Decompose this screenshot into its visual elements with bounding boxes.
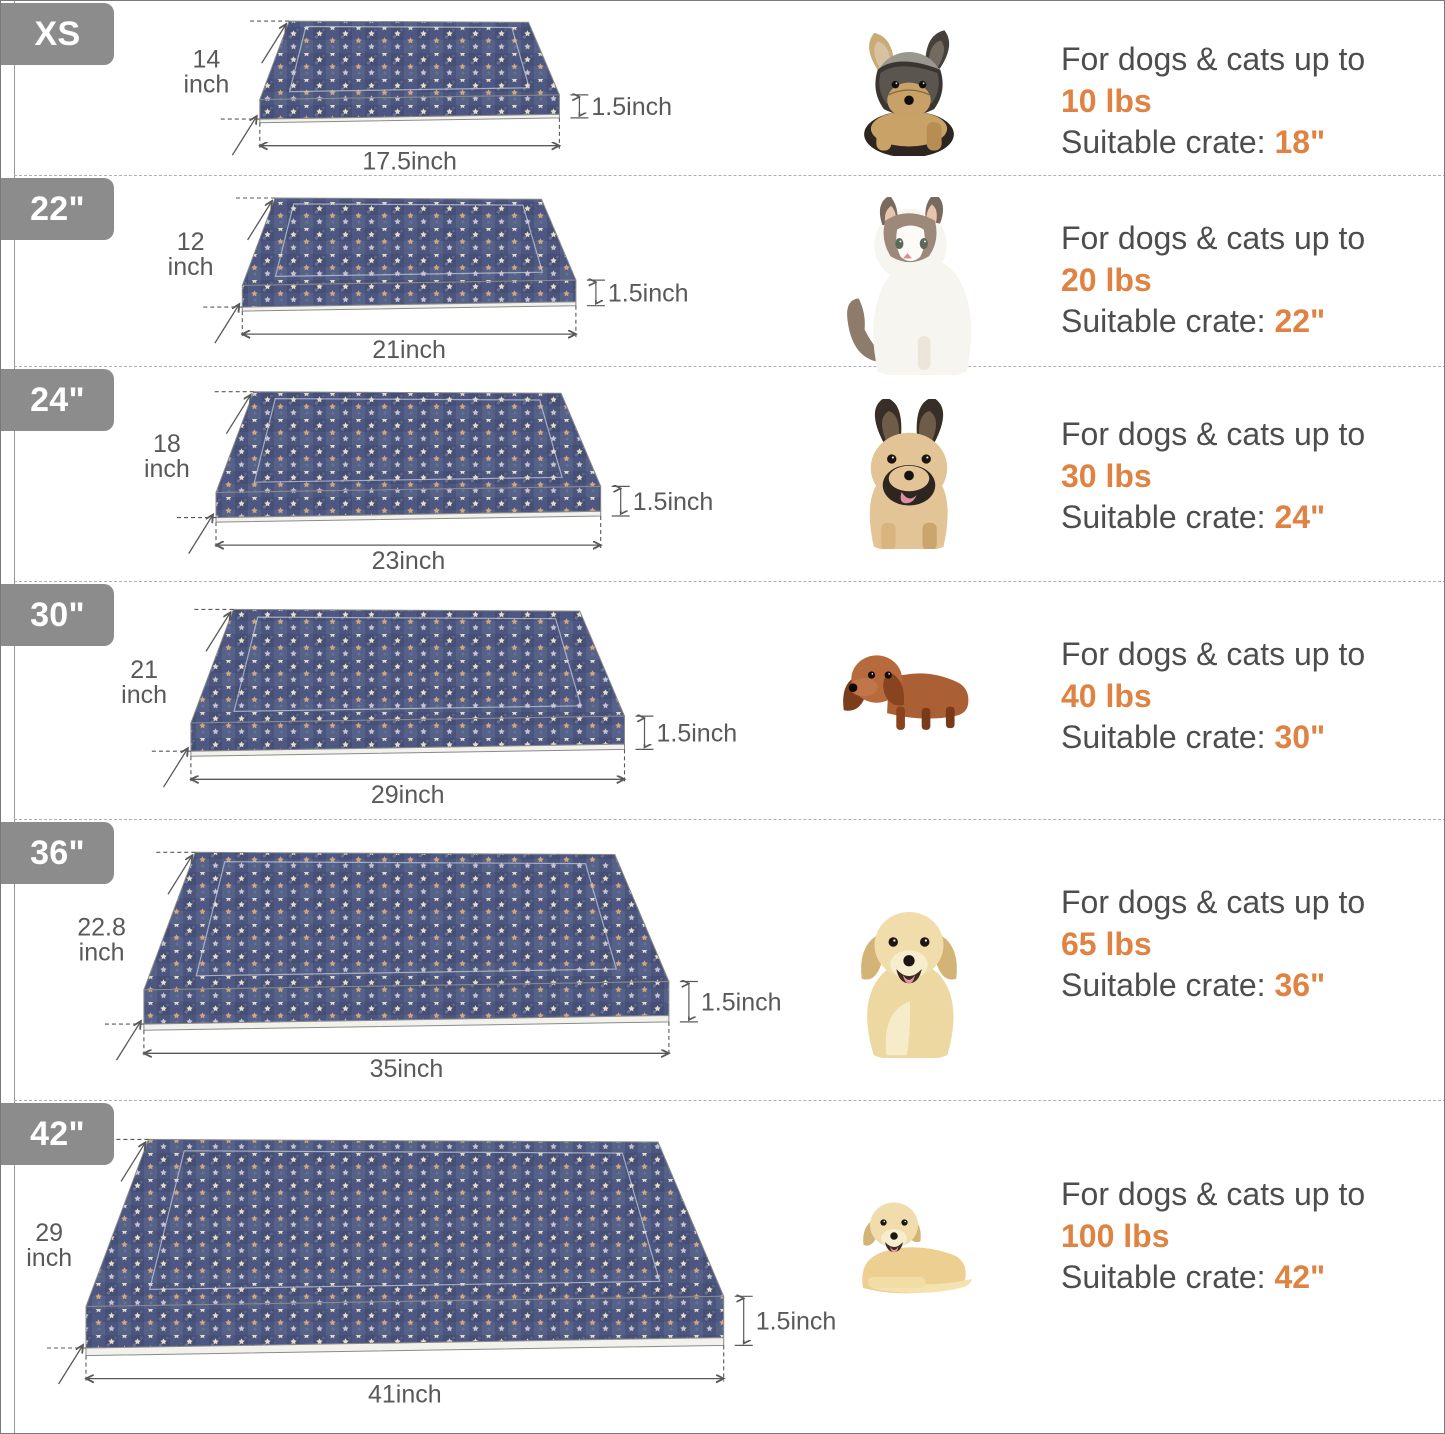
svg-text:1.5inch: 1.5inch [633,488,714,516]
svg-text:18: 18 [153,430,181,458]
svg-text:21: 21 [130,656,158,684]
svg-text:29inch: 29inch [371,781,445,809]
svg-text:1.5inch: 1.5inch [608,280,689,308]
svg-text:1.5inch: 1.5inch [701,989,782,1017]
svg-text:inch: inch [183,71,229,99]
svg-text:1.5inch: 1.5inch [756,1308,837,1336]
svg-text:1.5inch: 1.5inch [657,720,738,748]
svg-text:23inch: 23inch [372,547,446,575]
svg-text:1.5inch: 1.5inch [591,93,672,121]
svg-text:35inch: 35inch [370,1055,444,1083]
svg-text:12: 12 [177,228,205,256]
svg-text:29: 29 [35,1219,63,1247]
svg-text:inch: inch [79,939,125,967]
svg-text:22.8: 22.8 [77,914,126,942]
svg-text:21inch: 21inch [372,336,446,364]
svg-text:41inch: 41inch [368,1380,442,1408]
svg-text:17.5inch: 17.5inch [362,147,457,175]
svg-text:inch: inch [26,1244,72,1272]
svg-text:14: 14 [192,46,220,74]
svg-text:inch: inch [121,681,167,709]
svg-text:inch: inch [168,253,214,281]
svg-text:inch: inch [144,455,190,483]
